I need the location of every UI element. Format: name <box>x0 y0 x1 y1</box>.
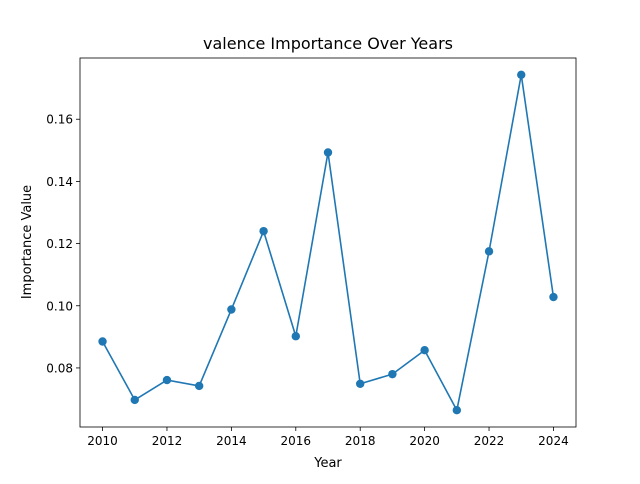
x-tick-label: 2018 <box>345 434 376 448</box>
data-point <box>452 406 462 415</box>
x-tick-label: 2010 <box>87 434 118 448</box>
y-tick-label: 0.08 <box>46 361 73 375</box>
data-point <box>162 375 172 385</box>
data-point <box>323 148 333 157</box>
data-point <box>356 379 365 388</box>
chart-title: valence Importance Over Years <box>203 34 453 53</box>
data-point <box>420 346 429 355</box>
x-tick-label: 2014 <box>216 434 247 448</box>
data-point <box>549 292 558 302</box>
y-tick-label: 0.16 <box>46 113 73 127</box>
data-point <box>388 369 397 379</box>
y-tick-label: 0.12 <box>46 237 73 251</box>
x-tick-label: 2016 <box>281 434 312 448</box>
data-point <box>291 332 300 341</box>
axes-frame <box>79 57 577 428</box>
data-point <box>98 337 107 346</box>
data-point <box>259 226 268 236</box>
x-axis-label: Year <box>313 456 342 471</box>
data-point <box>130 395 139 405</box>
x-tick-label: 2024 <box>538 434 569 448</box>
x-tick-label: 2020 <box>409 434 440 448</box>
y-tick-label: 0.10 <box>46 299 73 313</box>
y-tick-label: 0.14 <box>46 175 73 189</box>
plot-area: 2010 2012 2014 2016 2018 2020 2022 2024 0.08 0.10… <box>46 57 577 448</box>
x-tick-label: 2022 <box>474 434 505 448</box>
data-point <box>517 70 526 79</box>
y-axis-label: Importance Value <box>20 185 35 299</box>
data-point <box>194 381 204 391</box>
x-tick-label: 2012 <box>152 434 183 448</box>
data-point <box>484 247 494 256</box>
data-point <box>227 305 236 314</box>
